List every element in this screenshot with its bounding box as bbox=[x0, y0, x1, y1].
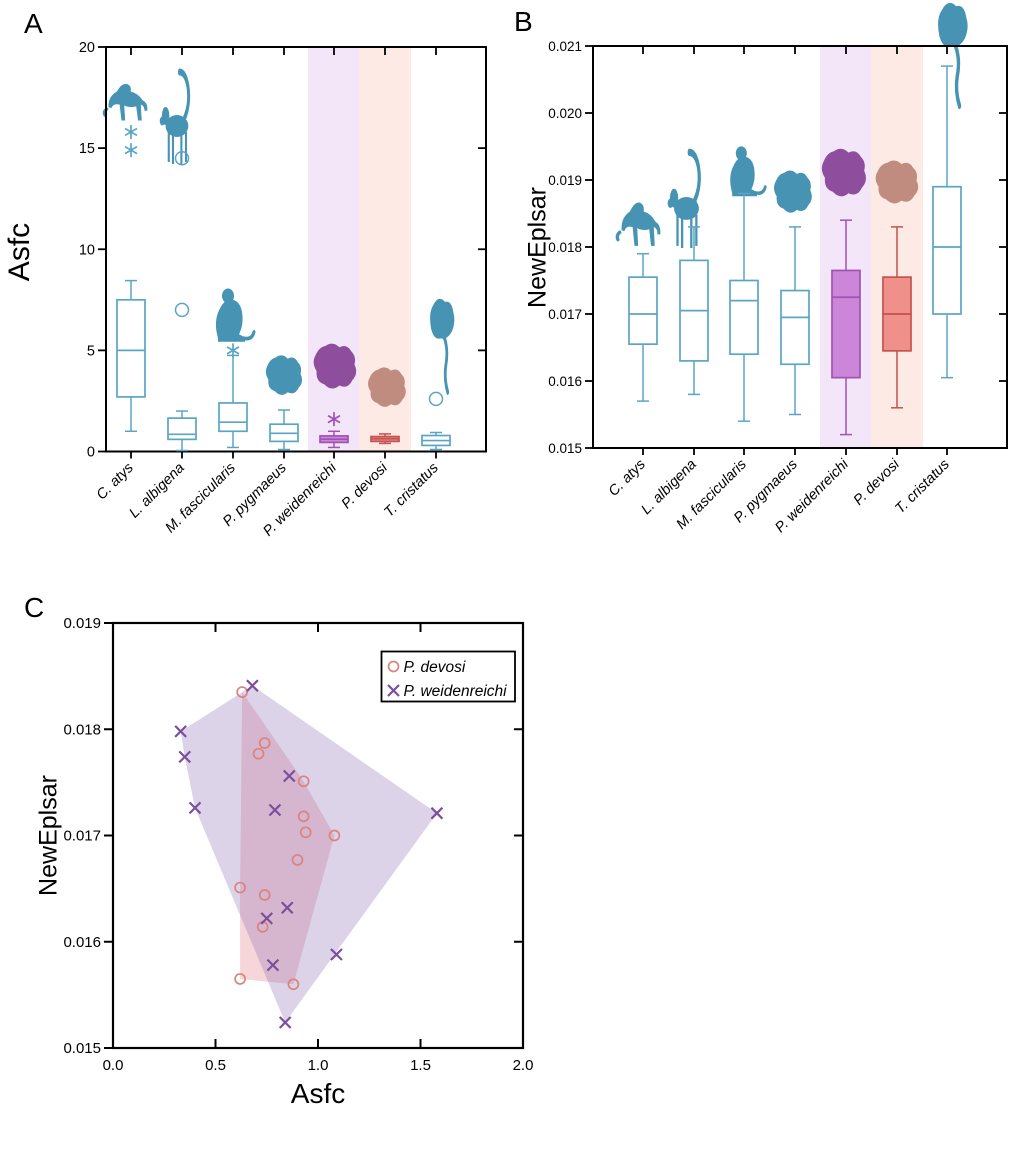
box-p-pygmaeus bbox=[780, 226, 810, 416]
b-p-devosi-silhouette-icon bbox=[875, 160, 919, 204]
box-p-devosi bbox=[370, 433, 400, 445]
y-tick-label: 10 bbox=[79, 242, 95, 258]
y-tick-label: 0.018 bbox=[548, 240, 582, 255]
y-tick-label: 0.020 bbox=[548, 106, 582, 121]
x-tick-label: 2.0 bbox=[513, 1057, 534, 1074]
y-tick-label: 0.017 bbox=[63, 828, 101, 845]
x-tick-label: 1.0 bbox=[308, 1057, 329, 1074]
box-m-fascicularis bbox=[729, 192, 759, 422]
legend: P. devosi P. weidenreichi bbox=[380, 650, 516, 703]
data-point bbox=[236, 686, 248, 698]
series-p-weidenreichi bbox=[174, 679, 444, 1029]
a-m-fascicularis-silhouette-icon bbox=[215, 288, 256, 342]
box-c-atys bbox=[116, 124, 146, 433]
legend-box bbox=[380, 650, 516, 703]
panel-letter-b: B bbox=[514, 6, 533, 37]
b-c-atys-silhouette-icon bbox=[615, 202, 661, 246]
y-tick-label: 0.017 bbox=[548, 307, 582, 322]
category-label: P. devosi bbox=[851, 456, 904, 509]
a-p-devosi-silhouette-icon bbox=[368, 367, 406, 407]
a-p-weidenreichi-silhouette-icon bbox=[313, 343, 357, 389]
b-p-pygmaeus-silhouette-icon bbox=[774, 170, 812, 213]
data-point bbox=[258, 889, 271, 901]
x-tick-label: 0.5 bbox=[205, 1057, 226, 1074]
y-tick-label: 5 bbox=[87, 343, 95, 359]
y-tick-label: 0.016 bbox=[63, 934, 101, 951]
box-l-albigena bbox=[679, 226, 709, 396]
panel-b-boxplot: 0.015 0.016 0.017 0.018 0.019 0.020 0.021 C. at… bbox=[548, 2, 1008, 536]
category-label: C. atys bbox=[94, 460, 137, 503]
legend-label: P. weidenreichi bbox=[404, 683, 508, 700]
b-t-cristatus-silhouette-icon bbox=[938, 2, 968, 110]
box-c-atys bbox=[628, 252, 658, 402]
box-p-weidenreichi bbox=[319, 412, 349, 449]
a-t-cristatus-silhouette-icon bbox=[430, 298, 455, 395]
y-tick-label: 20 bbox=[79, 40, 95, 56]
a-c-atys-silhouette-icon bbox=[102, 83, 148, 121]
a-l-albigena-silhouette-icon bbox=[159, 68, 191, 164]
x-tick-label: 0.0 bbox=[103, 1057, 124, 1074]
y-tick-label: 0.015 bbox=[63, 1040, 101, 1057]
box-m-fascicularis bbox=[218, 343, 248, 449]
y-tick-label: 0.019 bbox=[63, 615, 101, 632]
data-point bbox=[234, 881, 246, 894]
x-tick-label: 1.5 bbox=[410, 1057, 431, 1074]
y-tick-label: 0.016 bbox=[548, 374, 582, 389]
outlier-circle bbox=[428, 391, 444, 407]
box-p-weidenreichi bbox=[831, 219, 861, 436]
outlier-circle bbox=[174, 150, 190, 166]
hull-p-weidenreichi bbox=[180, 685, 437, 1023]
b-m-fascicularis-silhouette-icon bbox=[730, 146, 767, 197]
data-point bbox=[258, 737, 271, 749]
box-l-albigena bbox=[167, 150, 197, 452]
outlier-circle bbox=[174, 302, 190, 318]
panel-letter-a: A bbox=[24, 8, 43, 39]
a-p-pygmaeus-silhouette-icon bbox=[265, 355, 303, 395]
legend-marker-circle-icon bbox=[387, 660, 400, 673]
category-label: T. cristatus bbox=[892, 457, 953, 518]
y-tick-label: 0.018 bbox=[63, 721, 101, 738]
data-point bbox=[328, 829, 341, 842]
y-tick-label: 0.021 bbox=[548, 39, 582, 54]
box-p-devosi bbox=[882, 226, 912, 409]
y-tick-label: 0 bbox=[87, 445, 95, 461]
data-point bbox=[234, 973, 246, 985]
legend-label: P. devosi bbox=[404, 659, 466, 676]
b-p-weidenreichi-silhouette-icon bbox=[821, 148, 866, 197]
series-p-devosi bbox=[234, 686, 341, 991]
data-point bbox=[299, 826, 312, 839]
category-label: C. atys bbox=[606, 457, 649, 500]
b-l-albigena-silhouette-icon bbox=[667, 148, 701, 248]
panel-letter-c: C bbox=[24, 592, 45, 623]
highlight-band-p-weidenreichi bbox=[308, 47, 360, 452]
y-tick-label: 0.019 bbox=[548, 173, 582, 188]
y-tick-label: 15 bbox=[79, 141, 95, 157]
data-point bbox=[297, 810, 310, 823]
category-label: P. devosi bbox=[339, 459, 392, 512]
y-tick-label: 0.015 bbox=[548, 441, 582, 456]
box-t-cristatus bbox=[421, 391, 451, 451]
box-t-cristatus bbox=[932, 65, 962, 379]
hull-p-devosi bbox=[240, 692, 335, 985]
data-point bbox=[291, 854, 304, 866]
data-point bbox=[287, 978, 300, 991]
data-point bbox=[297, 775, 310, 788]
panel-c-scatter: 0.015 0.016 0.017 0.018 0.019 0.0 0.5 1.0 1.5 2.0… bbox=[63, 615, 533, 1074]
category-label: T. cristatus bbox=[381, 460, 442, 521]
box-p-pygmaeus bbox=[269, 409, 299, 451]
data-point bbox=[252, 747, 265, 760]
